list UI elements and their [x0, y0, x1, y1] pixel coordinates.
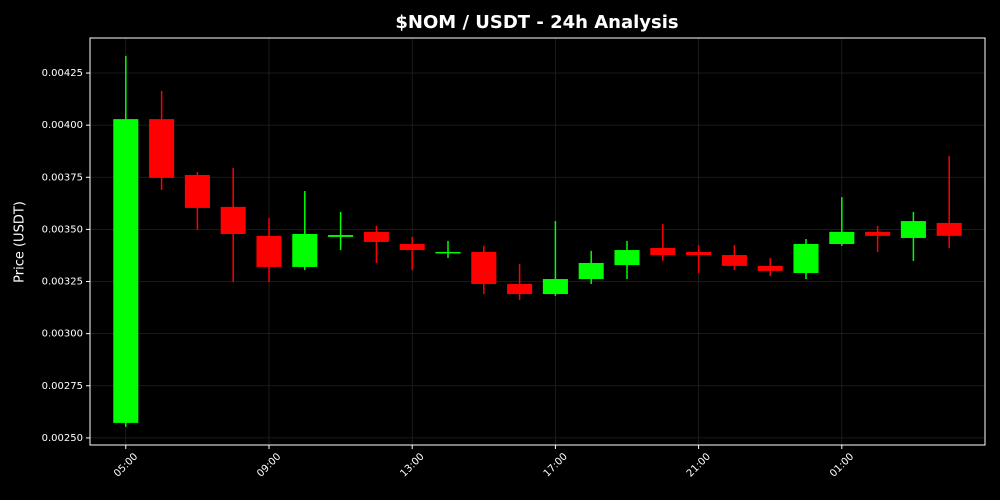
candle-body: [328, 235, 354, 237]
candle-body: [363, 231, 389, 242]
y-tick-label: 0.00300: [42, 329, 83, 340]
candle-body: [650, 247, 676, 256]
candle-body: [614, 250, 640, 266]
candle-body: [721, 255, 747, 266]
candle-body: [113, 119, 139, 423]
candle-body: [829, 231, 855, 245]
candle-body: [507, 284, 533, 295]
plot-frame: [89, 37, 986, 446]
candle-body: [399, 244, 425, 251]
candle-body: [865, 231, 891, 236]
candle-body: [936, 222, 962, 236]
y-tick-label: 0.00375: [42, 172, 83, 183]
candle-body: [471, 251, 497, 285]
candle-body: [578, 262, 604, 280]
y-tick-label: 0.00250: [42, 433, 83, 444]
candle-body: [900, 221, 926, 238]
candle-body: [184, 174, 210, 208]
candle-body: [435, 251, 461, 254]
y-tick-label: 0.00350: [42, 224, 83, 235]
y-tick-label: 0.00400: [42, 120, 83, 131]
y-axis-label: Price (USDT): [13, 201, 28, 283]
candle-body: [793, 244, 819, 273]
candle-body: [686, 251, 712, 256]
chart-title: $NOM / USDT - 24h Analysis: [395, 12, 678, 33]
candle-body: [757, 265, 783, 271]
candle-body: [220, 206, 246, 234]
y-tick-label: 0.00275: [42, 381, 83, 392]
candle-body: [149, 119, 175, 178]
y-tick-label: 0.00425: [42, 68, 83, 79]
y-tick-label: 0.00325: [42, 277, 83, 288]
candle-body: [542, 279, 568, 295]
candle-body: [292, 233, 318, 267]
candle-body: [256, 235, 282, 267]
